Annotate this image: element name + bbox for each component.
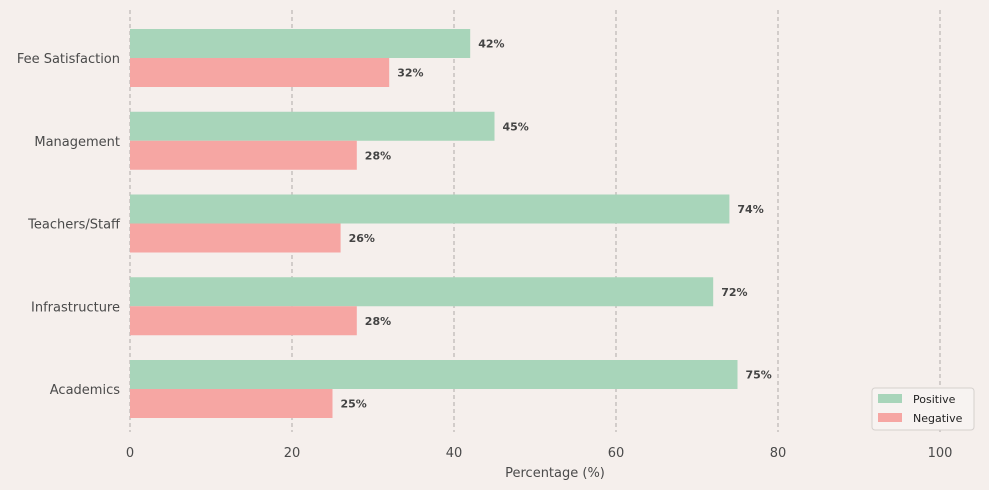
y-tick-label: Fee Satisfaction xyxy=(17,52,120,67)
bar-positive xyxy=(130,194,730,224)
data-label: 28% xyxy=(365,315,391,328)
bar-negative xyxy=(130,306,357,336)
bar-positive xyxy=(130,277,714,307)
x-axis-title: Percentage (%) xyxy=(505,466,605,481)
x-tick-label: 0 xyxy=(126,446,134,461)
data-label: 28% xyxy=(365,149,391,162)
legend-label-positive: Positive xyxy=(913,393,956,406)
x-tick-label: 20 xyxy=(284,446,301,461)
bar-negative xyxy=(130,223,341,253)
data-label: 26% xyxy=(349,232,375,245)
bar-positive xyxy=(130,29,471,58)
y-tick-label: Teachers/Staff xyxy=(27,218,121,233)
y-tick-label: Infrastructure xyxy=(31,300,120,315)
x-tick-label: 60 xyxy=(608,446,625,461)
data-label: 42% xyxy=(478,38,504,51)
x-tick-labels: 0 20 40 60 80 100 xyxy=(126,446,953,461)
bar-negative xyxy=(130,140,357,170)
data-label: 74% xyxy=(737,203,763,216)
x-tick-label: 100 xyxy=(928,446,953,461)
data-label: 45% xyxy=(503,120,529,133)
data-label: 32% xyxy=(397,67,423,80)
y-tick-labels: Academics Infrastructure Teachers/Staff Man… xyxy=(17,52,121,398)
x-tick-label: 40 xyxy=(446,446,463,461)
legend-swatch-positive xyxy=(878,394,902,403)
bar-positive xyxy=(130,111,495,141)
y-tick-label: Academics xyxy=(50,383,120,398)
bar-negative xyxy=(130,58,390,87)
data-label: 72% xyxy=(721,286,747,299)
legend: Positive Negative xyxy=(871,387,975,431)
bar-negative xyxy=(130,389,333,418)
bars: 75% 25% 72% 28% 74% 26% 45% 28% 42% 32% xyxy=(130,29,772,418)
data-label: 75% xyxy=(746,369,772,382)
legend-label-negative: Negative xyxy=(913,412,963,425)
legend-swatch-negative xyxy=(878,413,902,422)
y-tick-label: Management xyxy=(34,135,120,150)
data-label: 25% xyxy=(341,398,367,411)
bar-positive xyxy=(130,360,738,389)
x-tick-label: 80 xyxy=(770,446,787,461)
